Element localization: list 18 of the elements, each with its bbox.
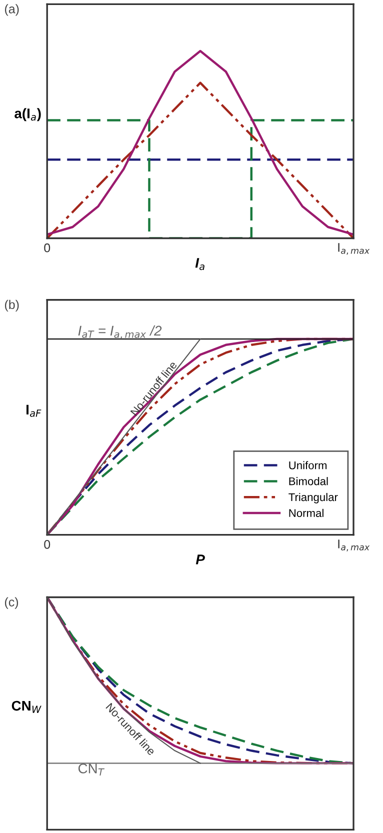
y-axis-title: I$_{aF}$ [26, 404, 42, 417]
legend-label: Uniform [289, 461, 327, 470]
y-axis-title: a(I$_{a}$) [14, 108, 41, 122]
x-tick-label: I$_{a,max}$ [338, 540, 370, 552]
chart-title: (b) [4, 300, 19, 312]
legend-label: Normal [289, 508, 324, 518]
x-tick-label: 0 [44, 243, 50, 252]
ref-line-label: CN$_{T}$ [78, 764, 105, 776]
y-axis-title: CN$_{W}$ [12, 700, 42, 713]
ref-line-label: I$_{aT}$ = I$_{a,max}$ /2 [78, 325, 162, 339]
chart-title: (c) [4, 597, 18, 609]
x-axis-title: I$_{a}$ [195, 258, 204, 270]
legend-label: Triangular [288, 492, 338, 504]
legend-label: Bimodal [289, 477, 328, 486]
x-axis-title: P [196, 554, 205, 564]
x-tick-label: 0 [44, 540, 50, 549]
x-tick-label: I$_{a,max}$ [338, 243, 370, 255]
chart-title: (a) [4, 4, 19, 16]
